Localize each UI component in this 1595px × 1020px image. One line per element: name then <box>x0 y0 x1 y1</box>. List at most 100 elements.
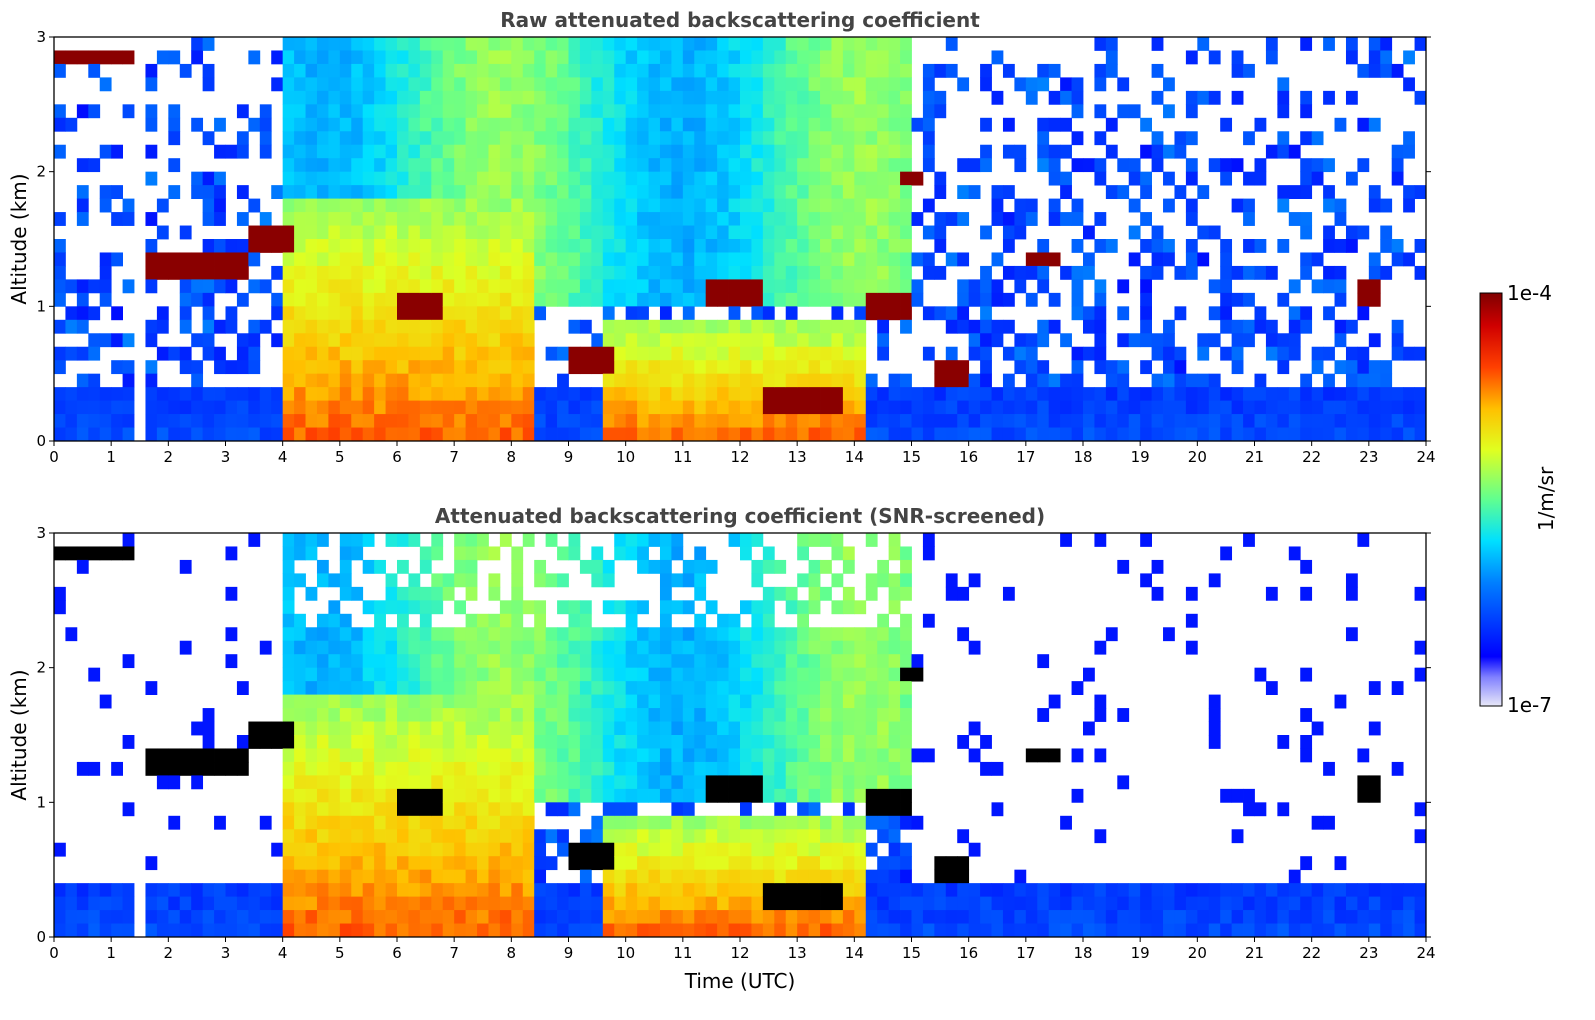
heatmap-cell <box>637 225 649 240</box>
heatmap-cell <box>305 654 318 669</box>
heatmap-cell <box>511 546 524 561</box>
heatmap-cell <box>865 896 878 911</box>
heatmap-cell <box>1037 400 1050 415</box>
heatmap-cell <box>1357 788 1370 803</box>
heatmap-cell <box>351 748 364 763</box>
heatmap-cell <box>408 627 421 642</box>
heatmap-cell <box>88 400 101 415</box>
heatmap-cell <box>1163 923 1175 938</box>
heatmap-cell <box>316 252 329 267</box>
heatmap-cell <box>671 815 684 830</box>
heatmap-cell <box>637 788 649 803</box>
heatmap-cell <box>419 346 432 361</box>
heatmap-cell <box>545 573 558 588</box>
heatmap-cell <box>1391 63 1404 78</box>
heatmap-cell <box>774 842 787 857</box>
heatmap-cell <box>534 667 547 682</box>
heatmap-cell <box>694 546 707 561</box>
heatmap-cell <box>397 104 409 119</box>
heatmap-cell <box>1197 346 1210 361</box>
heatmap-cell <box>1140 117 1152 132</box>
heatmap-cell <box>316 640 329 655</box>
heatmap-cell <box>156 346 169 361</box>
heatmap-cell <box>465 721 478 736</box>
heatmap-cell <box>1140 292 1152 307</box>
heatmap-cell <box>339 883 352 897</box>
heatmap-cell <box>522 158 535 173</box>
heatmap-cell <box>1380 50 1393 65</box>
heatmap-cell <box>1025 212 1038 226</box>
heatmap-cell <box>762 346 775 361</box>
heatmap-cell <box>1300 225 1313 240</box>
heatmap-cell <box>728 171 741 186</box>
heatmap-cell <box>751 265 764 280</box>
heatmap-cell <box>465 373 478 388</box>
heatmap-cell <box>671 239 684 253</box>
heatmap-cell <box>328 788 341 803</box>
heatmap-cell <box>1094 158 1107 173</box>
heatmap-cell <box>591 735 604 749</box>
heatmap-cell <box>1208 50 1221 65</box>
heatmap-cell <box>854 400 867 415</box>
heatmap-cell <box>762 546 775 561</box>
heatmap-cell <box>294 802 306 817</box>
heatmap-cell <box>1414 829 1427 844</box>
heatmap-cell <box>911 279 924 294</box>
heatmap-cell <box>1243 198 1255 213</box>
heatmap-cell <box>214 815 226 830</box>
heatmap-cell <box>499 533 512 547</box>
heatmap-cell <box>659 721 672 736</box>
heatmap-cell <box>111 761 123 776</box>
heatmap-cell <box>122 104 135 119</box>
heatmap-cell <box>431 131 444 146</box>
heatmap-cell <box>694 117 707 132</box>
x-tick-label: 5 <box>335 944 345 962</box>
heatmap-cell <box>659 225 672 240</box>
heatmap-cell <box>1128 414 1141 428</box>
heatmap-cell <box>408 667 421 682</box>
heatmap-cell <box>65 117 78 132</box>
heatmap-cell <box>294 63 306 78</box>
heatmap-cell <box>751 387 764 401</box>
heatmap-cell <box>728 333 741 348</box>
heatmap-cell <box>579 414 592 428</box>
heatmap-cell <box>351 923 364 938</box>
heatmap-cell <box>1300 104 1313 119</box>
heatmap-cell <box>54 923 66 938</box>
heatmap-cell <box>762 212 775 226</box>
heatmap-cell <box>888 627 901 642</box>
heatmap-cell <box>922 104 935 119</box>
heatmap-cell <box>76 883 89 897</box>
heatmap-cell <box>408 775 421 790</box>
heatmap-cell <box>214 198 226 213</box>
heatmap-cell <box>591 225 604 240</box>
heatmap-cell <box>648 735 661 749</box>
heatmap-cell <box>397 198 409 213</box>
heatmap-cell <box>362 239 375 253</box>
x-tick-label: 8 <box>507 944 517 962</box>
heatmap-cell <box>957 292 970 307</box>
heatmap-cell <box>682 600 695 615</box>
heatmap-cell <box>499 842 512 857</box>
heatmap-cell <box>991 387 1004 401</box>
heatmap-cell <box>328 667 341 682</box>
heatmap-cell <box>637 735 649 749</box>
heatmap-cell <box>945 63 958 78</box>
heatmap-cell <box>534 573 547 588</box>
heatmap-cell <box>637 883 649 897</box>
heatmap-cell <box>499 346 512 361</box>
heatmap-cell <box>442 198 455 213</box>
heatmap-cell <box>1254 171 1267 186</box>
heatmap-cell <box>637 694 649 709</box>
heatmap-cell <box>179 252 192 267</box>
heatmap-cell <box>648 373 661 388</box>
heatmap-cell <box>820 171 832 186</box>
heatmap-cell <box>557 144 569 159</box>
heatmap-cell <box>1048 923 1061 938</box>
heatmap-cell <box>442 640 455 655</box>
heatmap-cell <box>1105 627 1118 642</box>
heatmap-cell <box>877 910 890 924</box>
heatmap-cell <box>1151 158 1164 173</box>
heatmap-cell <box>65 279 78 294</box>
heatmap-cell <box>316 292 329 307</box>
